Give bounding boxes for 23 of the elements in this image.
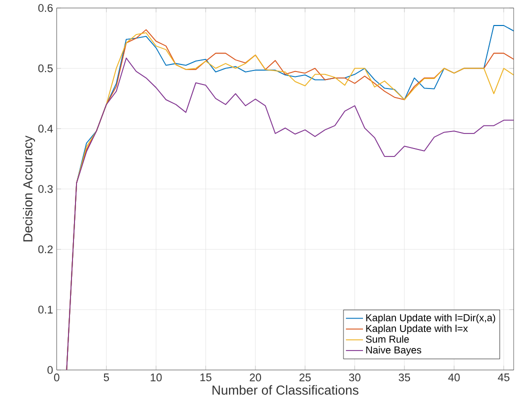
y-tick-label: 0.3 xyxy=(38,185,53,193)
y-tick-label: 0 xyxy=(47,366,53,374)
y-tick-label: 0.5 xyxy=(38,64,53,72)
y-tick-label: 0.6 xyxy=(38,4,53,12)
x-tick-label: 15 xyxy=(200,374,212,382)
legend-label: Kaplan Update with l=x xyxy=(366,324,468,334)
legend-label: Kaplan Update with l=Dir(x,a) xyxy=(366,314,496,324)
legend-label: Naive Bayes xyxy=(366,346,422,356)
x-tick-label: 40 xyxy=(448,374,460,382)
x-tick-label: 30 xyxy=(349,374,360,382)
x-tick-label: 0 xyxy=(54,374,60,382)
x-tick-label: 35 xyxy=(398,374,410,382)
y-tick-label: 0.2 xyxy=(38,245,53,254)
y-tick-label: 0.4 xyxy=(38,124,53,133)
y-axis-title: Decision Accuracy xyxy=(22,136,36,242)
x-axis-title: Number of Classifications xyxy=(212,385,358,395)
x-tick-label: 45 xyxy=(498,374,510,382)
x-tick-label: 10 xyxy=(150,374,162,382)
x-tick-label: 5 xyxy=(104,374,109,382)
y-tick-label: 0.1 xyxy=(38,306,53,314)
x-tick-label: 20 xyxy=(250,374,262,382)
legend-label: Sum Rule xyxy=(366,335,409,343)
x-tick-label: 25 xyxy=(300,374,311,382)
